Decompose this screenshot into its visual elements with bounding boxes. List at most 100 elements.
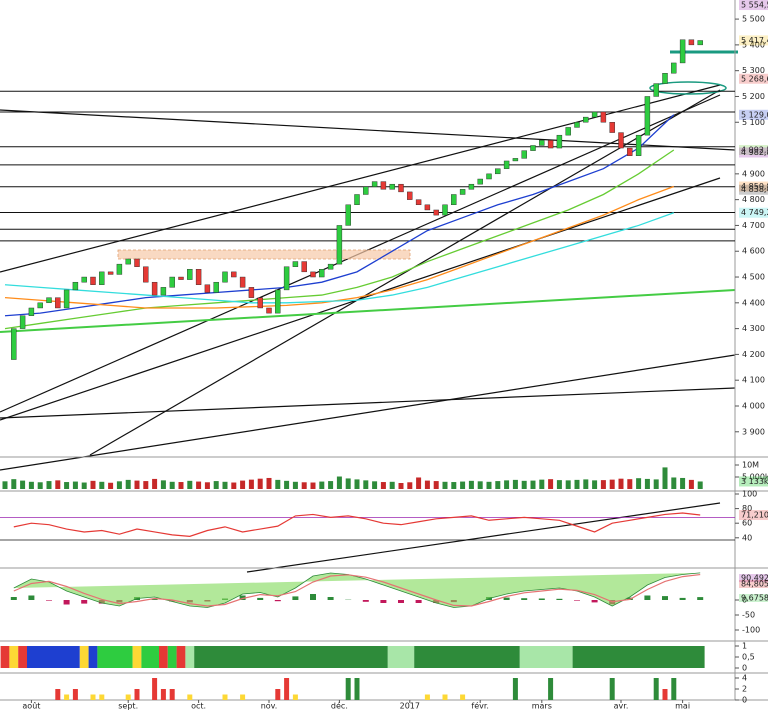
macd-label-box <box>739 574 768 582</box>
volume-bar <box>477 481 483 489</box>
candle <box>63 289 70 309</box>
volume-bar <box>266 477 272 489</box>
macd-hist <box>151 598 158 600</box>
volume-bar <box>556 480 562 489</box>
volume-bar <box>504 480 510 489</box>
macd-hist <box>538 598 545 600</box>
volume-bar <box>363 480 369 489</box>
volume-bar <box>407 482 413 489</box>
volume-bar <box>618 478 624 489</box>
x-tick-label: 2017 <box>400 702 420 710</box>
price-tick-label: 4 300 <box>742 324 765 333</box>
event-bar <box>354 678 360 700</box>
volume-bar <box>495 481 501 489</box>
price-tick-label: 4 200 <box>742 350 765 359</box>
event-bar <box>90 694 96 700</box>
event-bar <box>512 678 518 700</box>
volume-bar <box>644 478 650 489</box>
candle <box>327 263 334 270</box>
candle <box>424 204 431 211</box>
candle <box>213 281 219 293</box>
price-label-box <box>739 144 768 155</box>
candle <box>644 96 651 136</box>
price-label: 5 417,40 <box>741 36 768 45</box>
strip-run <box>159 646 168 668</box>
candle <box>354 194 360 206</box>
price-label-box <box>739 181 768 192</box>
volume-bar <box>442 481 448 489</box>
volume-bar <box>636 478 642 489</box>
price-tick-label: 4 900 <box>742 169 765 178</box>
volume-bar <box>55 480 61 489</box>
macd-label: 9,6758 <box>741 594 768 603</box>
events-tick-label: 2 <box>742 685 747 694</box>
volume-bar <box>72 481 78 489</box>
candle <box>151 281 158 296</box>
rsi-line <box>13 512 701 537</box>
volume-bar <box>20 480 26 489</box>
strip-run <box>88 646 98 668</box>
price-label: 4 850,85 <box>741 182 768 191</box>
strip-run <box>572 646 705 668</box>
volume-bar <box>28 481 34 489</box>
volume-bar <box>178 482 184 489</box>
strip-run <box>176 646 186 668</box>
volume-bar <box>169 481 175 489</box>
macd-label-box <box>739 580 768 588</box>
strip-run <box>387 646 415 668</box>
candle <box>635 134 642 156</box>
macd-hist <box>63 600 70 605</box>
candle <box>521 150 527 159</box>
macd-hist <box>644 595 651 600</box>
candle <box>195 269 202 285</box>
drawings <box>0 50 738 573</box>
event-bar <box>169 689 175 700</box>
strip-run <box>167 646 177 668</box>
price-label-box <box>739 109 768 120</box>
volume-bar <box>134 480 140 489</box>
candle <box>600 111 607 123</box>
candle <box>583 116 589 123</box>
candle <box>363 186 369 195</box>
volume-bar <box>468 480 474 489</box>
event-bar <box>292 694 298 700</box>
candle <box>345 204 351 226</box>
volume-bar <box>37 482 43 489</box>
macd-hist <box>46 600 52 601</box>
candle <box>591 111 598 118</box>
strip-run <box>0 646 10 668</box>
event-bar <box>345 678 351 700</box>
x-tick-label: avr. <box>614 702 629 710</box>
strip-run <box>519 646 573 668</box>
candle <box>451 194 457 206</box>
volume-last-box <box>739 476 768 487</box>
candle <box>512 158 519 162</box>
price-label: 4 749,25 <box>741 208 768 217</box>
volume-bar <box>64 482 70 489</box>
volume-bar <box>213 481 219 489</box>
candle <box>679 39 686 64</box>
x-tick-label: sept. <box>118 702 138 710</box>
macd-hist <box>697 597 704 600</box>
price-label-box <box>739 184 768 195</box>
strip-run <box>414 646 520 668</box>
volume-bar <box>680 477 686 489</box>
candle <box>407 191 413 200</box>
candle <box>486 173 492 180</box>
candle <box>187 269 193 280</box>
events-tick-label: 0 <box>742 696 747 705</box>
candle <box>248 287 255 298</box>
volume-bar <box>310 482 316 489</box>
strip-tick-label: 0 <box>742 664 747 673</box>
price-label-box <box>739 0 768 11</box>
price-label: 4 982,84 <box>741 148 768 157</box>
event-bar <box>275 689 281 700</box>
x-tick-label: nov. <box>261 702 278 710</box>
event-bar <box>64 694 70 700</box>
candle <box>178 276 184 280</box>
event-bar <box>442 694 448 700</box>
candle <box>671 62 677 74</box>
macd-hist <box>327 597 334 600</box>
candle <box>90 276 96 285</box>
volume-bar <box>671 477 677 489</box>
